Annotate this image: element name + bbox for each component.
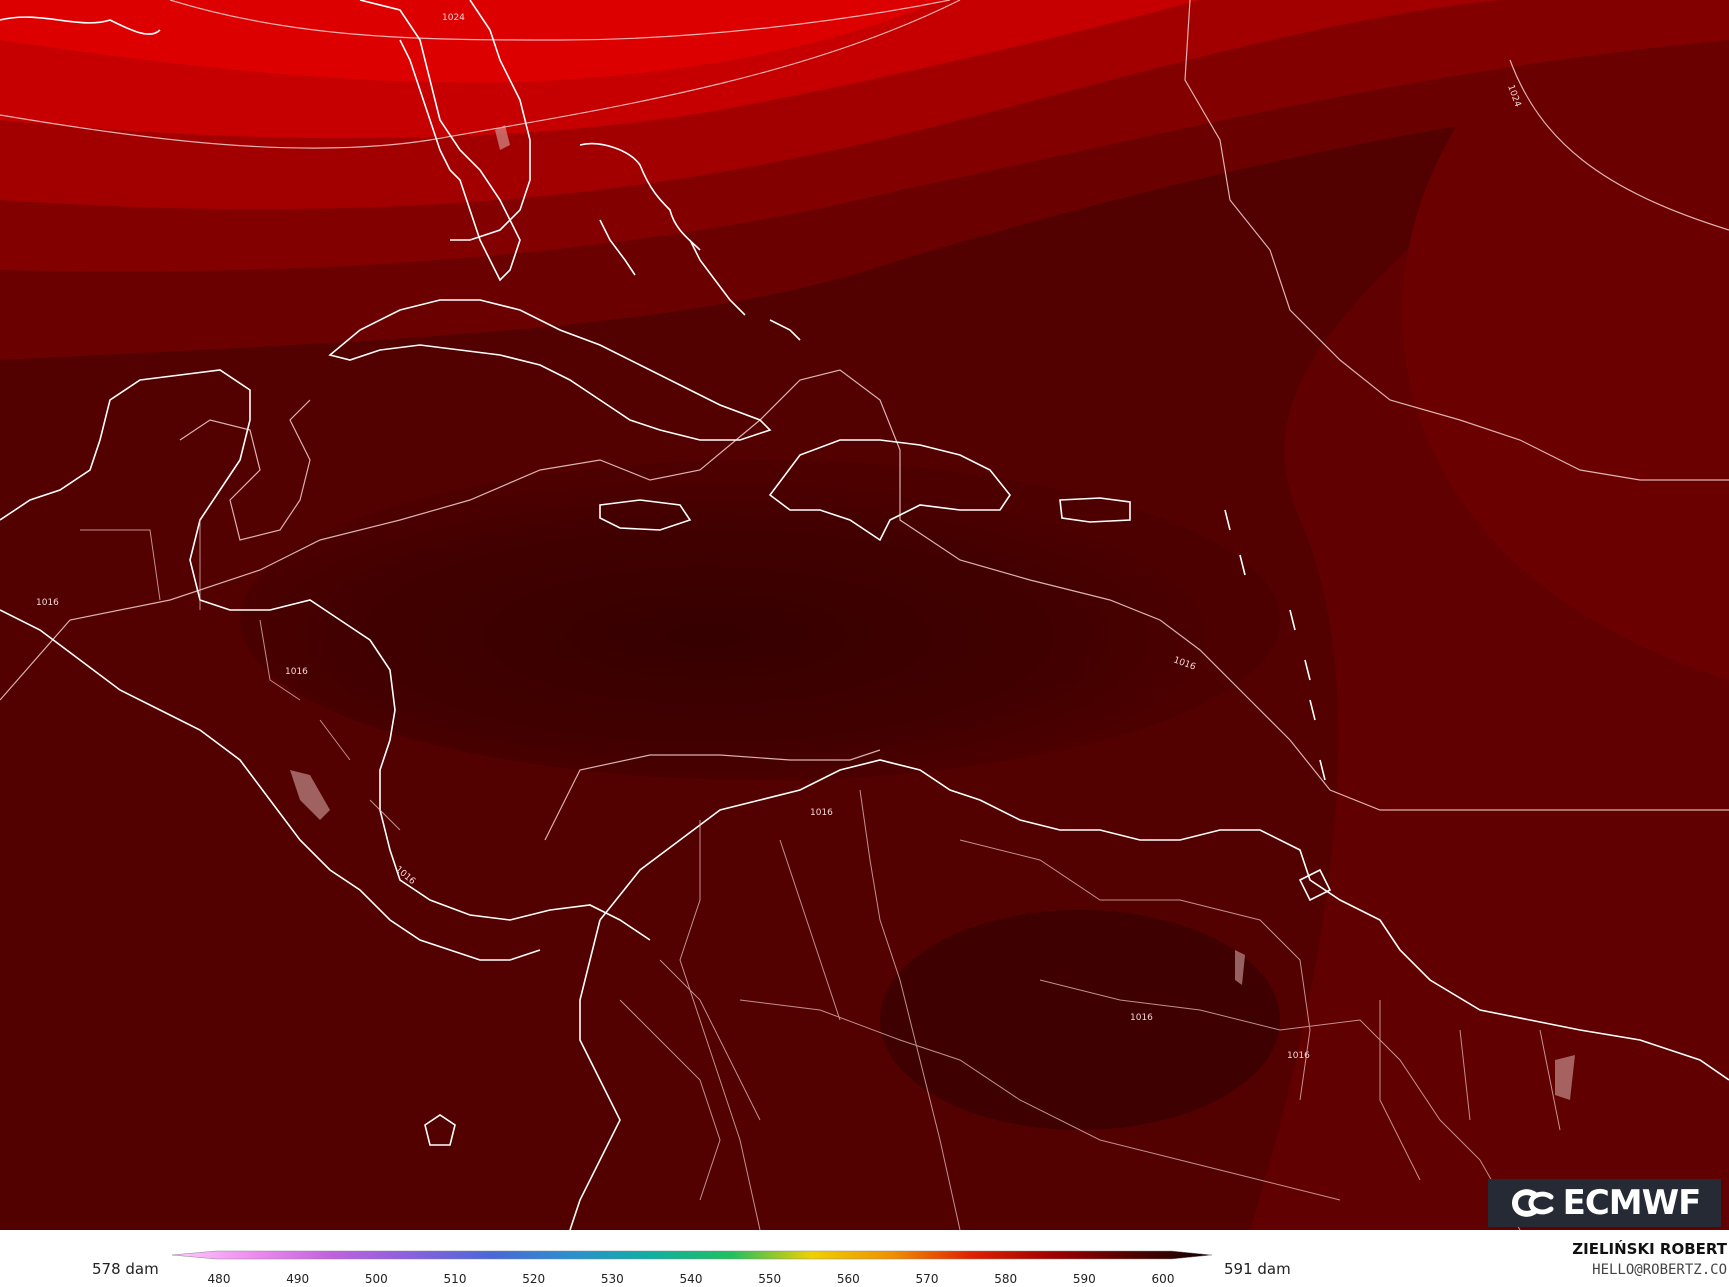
coast-cuba xyxy=(328,299,772,441)
shading-northeast xyxy=(1402,0,1729,680)
legend-tick-label: 490 xyxy=(286,1272,310,1286)
isobar-label-1016-d: 1016 xyxy=(1130,1013,1153,1023)
legend-tick-label: 540 xyxy=(679,1272,703,1286)
patch-nicaragua xyxy=(290,770,330,820)
credit-author: ZIELIŃSKI ROBERT xyxy=(1572,1240,1727,1258)
isobar-1016-central xyxy=(0,369,1729,811)
borders-colombia-west xyxy=(679,820,761,1230)
legend-tick-label: 520 xyxy=(522,1272,546,1286)
coast-south-america-pacific xyxy=(569,919,621,1230)
coast-florida-east xyxy=(359,0,521,282)
borders-guiana xyxy=(1039,979,1521,1230)
isobar-label-1016-b: 1016 xyxy=(285,667,308,677)
credit-email: HELLO@ROBERTZ.CO xyxy=(1592,1262,1727,1278)
coast-bahamas-4 xyxy=(769,319,801,341)
map-canvas: 1024 1024 1016 1016 1016 1016 1016 1016 … xyxy=(0,0,1729,1230)
geopotential-map: 1024 1024 1016 1016 1016 1016 1016 1016 … xyxy=(0,0,1729,1230)
isobar-1024-south xyxy=(0,0,961,149)
coast-puerto-rico xyxy=(1059,497,1131,523)
legend-tick-label: 480 xyxy=(207,1272,231,1286)
legend-colorbar xyxy=(171,1250,1213,1260)
legend-tick-label: 600 xyxy=(1151,1272,1175,1286)
isobar-label-1016-g: 1016 xyxy=(810,808,833,818)
coast-trinidad xyxy=(1298,868,1332,902)
borders-central-america xyxy=(80,520,401,831)
borders-amazon xyxy=(739,999,1341,1201)
borders-andes-2 xyxy=(659,959,761,1121)
isobar-1024-east xyxy=(1509,59,1729,231)
patch-venezuela xyxy=(1235,950,1245,985)
coast-central-america-pacific xyxy=(0,609,541,961)
coast-jamaica xyxy=(599,499,692,531)
coast-central-america-caribbean xyxy=(0,369,651,941)
isobar-1024-north xyxy=(169,0,951,41)
isobar-lines xyxy=(0,0,1729,841)
coast-south-america-north xyxy=(599,759,1729,1081)
ecmwf-logo-icon xyxy=(1511,1189,1554,1217)
legend-tick-label: 560 xyxy=(836,1272,860,1286)
legend-tick-label: 530 xyxy=(600,1272,624,1286)
legend-max-label: 591 dam xyxy=(1224,1260,1291,1278)
legend-tick-label: 590 xyxy=(1072,1272,1096,1286)
legend-tick-label: 500 xyxy=(364,1272,388,1286)
isobar-label-1016-c: 1016 xyxy=(36,598,59,608)
terrain-patches xyxy=(290,125,1575,1100)
borders-andes-1 xyxy=(619,999,721,1201)
coast-bahamas-3 xyxy=(689,239,746,316)
country-borders xyxy=(80,520,1561,1230)
coastlines xyxy=(0,0,1729,1230)
coast-bahamas xyxy=(579,142,701,251)
coast-gulf xyxy=(0,16,161,35)
coast-pacific-island xyxy=(424,1114,456,1146)
legend-tick-label: 580 xyxy=(994,1272,1018,1286)
coast-bahamas-2 xyxy=(599,219,636,276)
borders-guianas-divisions xyxy=(1379,1000,1561,1181)
shading-core xyxy=(240,460,1280,780)
isobar-1016-yucatan xyxy=(179,399,311,541)
coast-lesser-antilles xyxy=(1224,509,1326,781)
legend-color-strip xyxy=(171,1250,1213,1260)
coast-hispaniola xyxy=(768,439,1011,542)
shading-east xyxy=(0,0,1729,1230)
isobar-label-1016-e: 1016 xyxy=(1287,1051,1310,1061)
shading-band-5 xyxy=(0,0,940,83)
isobar-ridge-east xyxy=(1184,0,1729,481)
borders-andes-3 xyxy=(779,839,841,1021)
patch-florida-lake xyxy=(495,125,510,150)
patch-guiana xyxy=(1555,1055,1575,1100)
shading-core-south xyxy=(880,910,1280,1130)
ecmwf-logo: ECMWF xyxy=(1488,1179,1721,1227)
isobar-label-1024-a: 1024 xyxy=(442,13,465,23)
isobar-1016-colombia xyxy=(544,749,881,841)
borders-venezuela-south xyxy=(959,839,1311,1101)
ecmwf-logo-text: ECMWF xyxy=(1562,1183,1702,1223)
legend-tick-label: 570 xyxy=(915,1272,939,1286)
legend-area: 480 490 500 510 520 530 540 550 560 570 580 590 600 xyxy=(0,1230,1729,1287)
legend-min-label: 578 dam xyxy=(92,1260,159,1278)
legend-tick-label: 510 xyxy=(443,1272,467,1286)
legend-tick-label: 550 xyxy=(758,1272,782,1286)
borders-colombia-east xyxy=(859,789,961,1230)
coast-florida-atlantic xyxy=(450,0,531,241)
